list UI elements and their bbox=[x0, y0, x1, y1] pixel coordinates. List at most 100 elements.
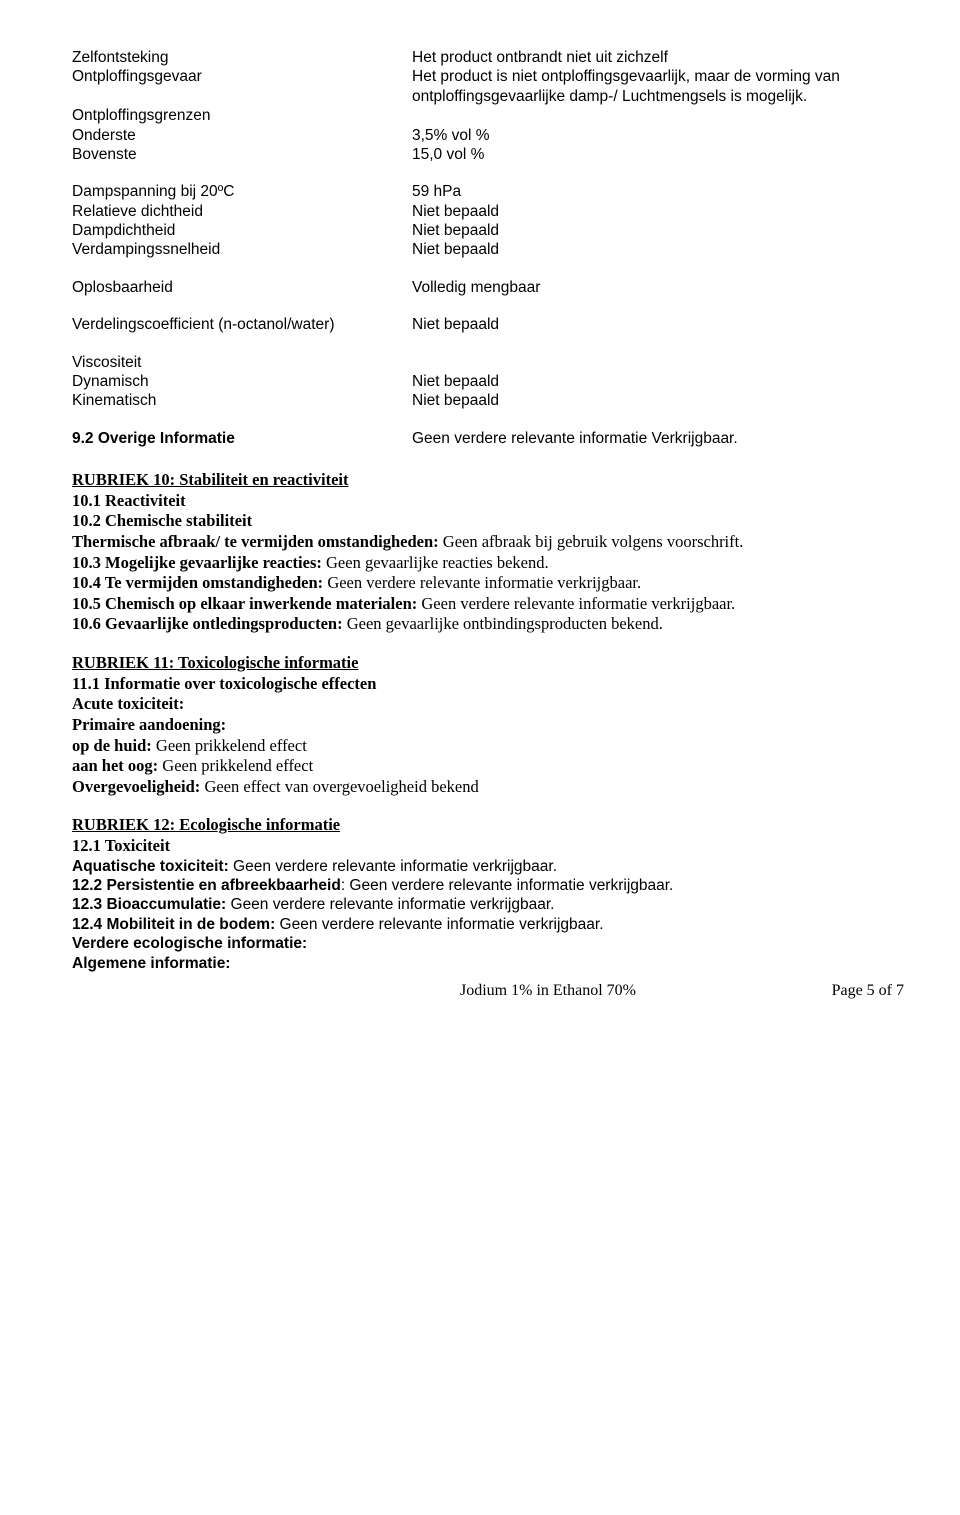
r12-aqua: Aquatische toxiciteit: Geen verdere rele… bbox=[72, 857, 904, 876]
prop-value bbox=[412, 353, 904, 372]
property-block-3: Oplosbaarheid Volledig mengbaar bbox=[72, 278, 904, 297]
prop-value: 3,5% vol % bbox=[412, 126, 904, 145]
property-block-5: Viscositeit Dynamisch Niet bepaald Kinem… bbox=[72, 353, 904, 411]
prop-row: Bovenste 15,0 vol % bbox=[72, 145, 904, 164]
prop-value: 59 hPa bbox=[412, 182, 904, 201]
r12-aqua-label: Aquatische toxiciteit: bbox=[72, 858, 229, 875]
prop-value bbox=[412, 106, 904, 125]
r10-4: 10.4 Te vermijden omstandigheden: Geen v… bbox=[72, 573, 904, 594]
prop-row: Verdelingscoefficient (n-octanol/water) … bbox=[72, 315, 904, 334]
overige-label: 9.2 Overige Informatie bbox=[72, 429, 412, 448]
prop-value: Het product is niet ontploffingsgevaarli… bbox=[412, 67, 904, 106]
r12-2-label: 12.2 Persistentie en afbreekbaarheid bbox=[72, 877, 341, 894]
prop-label: Ontploffingsgrenzen bbox=[72, 106, 412, 125]
prop-label: Dampspanning bij 20ºC bbox=[72, 182, 412, 201]
r10-therm-label: Thermische afbraak/ te vermijden omstand… bbox=[72, 532, 439, 551]
prop-label: Bovenste bbox=[72, 145, 412, 164]
rubriek-10: RUBRIEK 10: Stabiliteit en reactiviteit … bbox=[72, 470, 904, 635]
prop-label: Kinematisch bbox=[72, 391, 412, 410]
prop-row: Viscositeit bbox=[72, 353, 904, 372]
property-block-4: Verdelingscoefficient (n-octanol/water) … bbox=[72, 315, 904, 334]
r11-oog-value: Geen prikkelend effect bbox=[158, 756, 313, 775]
r11-huid-label: op de huid: bbox=[72, 736, 152, 755]
prop-value: Niet bepaald bbox=[412, 240, 904, 259]
prop-label: Oplosbaarheid bbox=[72, 278, 412, 297]
r12-3-value: Geen verdere relevante informatie verkri… bbox=[226, 896, 554, 913]
prop-label: Zelfontsteking bbox=[72, 48, 412, 67]
property-block-2: Dampspanning bij 20ºC 59 hPa Relatieve d… bbox=[72, 182, 904, 260]
r10-5-label: 10.5 Chemisch op elkaar inwerkende mater… bbox=[72, 594, 417, 613]
rubriek-11: RUBRIEK 11: Toxicologische informatie 11… bbox=[72, 653, 904, 797]
r11-overgevoeligheid: Overgevoeligheid: Geen effect van overge… bbox=[72, 777, 904, 798]
prop-label: Verdelingscoefficient (n-octanol/water) bbox=[72, 315, 412, 334]
r10-5: 10.5 Chemisch op elkaar inwerkende mater… bbox=[72, 594, 904, 615]
r10-6-value: Geen gevaarlijke ontbindingsproducten be… bbox=[343, 614, 663, 633]
prop-value: Volledig mengbaar bbox=[412, 278, 904, 297]
prop-value: Niet bepaald bbox=[412, 221, 904, 240]
prop-value: Niet bepaald bbox=[412, 315, 904, 334]
r12-algemene: Algemene informatie: bbox=[72, 954, 904, 973]
r10-1: 10.1 Reactiviteit bbox=[72, 491, 904, 512]
prop-label: Ontploffingsgevaar bbox=[72, 67, 412, 106]
r10-6-label: 10.6 Gevaarlijke ontledingsproducten: bbox=[72, 614, 343, 633]
r11-over-label: Overgevoeligheid: bbox=[72, 777, 200, 796]
rubriek-12: RUBRIEK 12: Ecologische informatie 12.1 … bbox=[72, 815, 904, 973]
r12-4-value: Geen verdere relevante informatie verkri… bbox=[275, 916, 603, 933]
r10-6: 10.6 Gevaarlijke ontledingsproducten: Ge… bbox=[72, 614, 904, 635]
prop-value: Niet bepaald bbox=[412, 372, 904, 391]
r10-therm-value: Geen afbraak bij gebruik volgens voorsch… bbox=[439, 532, 744, 551]
r12-2-value: : Geen verdere relevante informatie verk… bbox=[341, 877, 674, 894]
r10-4-value: Geen verdere relevante informatie verkri… bbox=[323, 573, 641, 592]
prop-row: Dynamisch Niet bepaald bbox=[72, 372, 904, 391]
r11-oog: aan het oog: Geen prikkelend effect bbox=[72, 756, 904, 777]
r12-3-label: 12.3 Bioaccumulatie: bbox=[72, 896, 226, 913]
r11-huid: op de huid: Geen prikkelend effect bbox=[72, 736, 904, 757]
prop-value: 15,0 vol % bbox=[412, 145, 904, 164]
prop-value: Niet bepaald bbox=[412, 202, 904, 221]
r10-3-label: 10.3 Mogelijke gevaarlijke reacties: bbox=[72, 553, 322, 572]
r10-3-value: Geen gevaarlijke reacties bekend. bbox=[322, 553, 549, 572]
prop-row: Dampdichtheid Niet bepaald bbox=[72, 221, 904, 240]
prop-label: Dynamisch bbox=[72, 372, 412, 391]
prop-label: Viscositeit bbox=[72, 353, 412, 372]
r11-over-value: Geen effect van overgevoeligheid bekend bbox=[200, 777, 478, 796]
r10-2: 10.2 Chemische stabiliteit bbox=[72, 511, 904, 532]
r11-primair: Primaire aandoening: bbox=[72, 715, 904, 736]
r10-3: 10.3 Mogelijke gevaarlijke reacties: Gee… bbox=[72, 553, 904, 574]
rubriek-12-title: RUBRIEK 12: Ecologische informatie bbox=[72, 815, 904, 836]
r12-4-label: 12.4 Mobiliteit in de bodem: bbox=[72, 916, 275, 933]
footer-left-spacer bbox=[72, 981, 212, 1001]
rubriek-10-title: RUBRIEK 10: Stabiliteit en reactiviteit bbox=[72, 470, 904, 491]
r10-thermische: Thermische afbraak/ te vermijden omstand… bbox=[72, 532, 904, 553]
prop-row: Relatieve dichtheid Niet bepaald bbox=[72, 202, 904, 221]
prop-row: Ontploffingsgevaar Het product is niet o… bbox=[72, 67, 904, 106]
prop-value: Het product ontbrandt niet uit zichzelf bbox=[412, 48, 904, 67]
overige-informatie-row: 9.2 Overige Informatie Geen verdere rele… bbox=[72, 429, 904, 448]
overige-value: Geen verdere relevante informatie Verkri… bbox=[412, 429, 904, 448]
r11-1: 11.1 Informatie over toxicologische effe… bbox=[72, 674, 904, 695]
r12-1: 12.1 Toxiciteit bbox=[72, 836, 904, 857]
prop-label: Relatieve dichtheid bbox=[72, 202, 412, 221]
r11-oog-label: aan het oog: bbox=[72, 756, 158, 775]
prop-row: Dampspanning bij 20ºC 59 hPa bbox=[72, 182, 904, 201]
prop-row: Zelfontsteking Het product ontbrandt nie… bbox=[72, 48, 904, 67]
r12-3: 12.3 Bioaccumulatie: Geen verdere releva… bbox=[72, 895, 904, 914]
r12-2: 12.2 Persistentie en afbreekbaarheid: Ge… bbox=[72, 876, 904, 895]
footer-center: Jodium 1% in Ethanol 70% bbox=[212, 981, 764, 1001]
prop-value: Niet bepaald bbox=[412, 391, 904, 410]
r12-aqua-value: Geen verdere relevante informatie verkri… bbox=[229, 858, 557, 875]
r11-huid-value: Geen prikkelend effect bbox=[152, 736, 307, 755]
prop-row: Verdampingssnelheid Niet bepaald bbox=[72, 240, 904, 259]
page-footer: Jodium 1% in Ethanol 70% Page 5 of 7 bbox=[72, 981, 904, 1001]
prop-label: Dampdichtheid bbox=[72, 221, 412, 240]
prop-row: Kinematisch Niet bepaald bbox=[72, 391, 904, 410]
prop-row: Onderste 3,5% vol % bbox=[72, 126, 904, 145]
r12-verdere: Verdere ecologische informatie: bbox=[72, 934, 904, 953]
prop-label: Verdampingssnelheid bbox=[72, 240, 412, 259]
prop-row: Ontploffingsgrenzen bbox=[72, 106, 904, 125]
rubriek-11-title: RUBRIEK 11: Toxicologische informatie bbox=[72, 653, 904, 674]
prop-label: Onderste bbox=[72, 126, 412, 145]
r10-5-value: Geen verdere relevante informatie verkri… bbox=[417, 594, 735, 613]
r12-4: 12.4 Mobiliteit in de bodem: Geen verder… bbox=[72, 915, 904, 934]
prop-row: Oplosbaarheid Volledig mengbaar bbox=[72, 278, 904, 297]
